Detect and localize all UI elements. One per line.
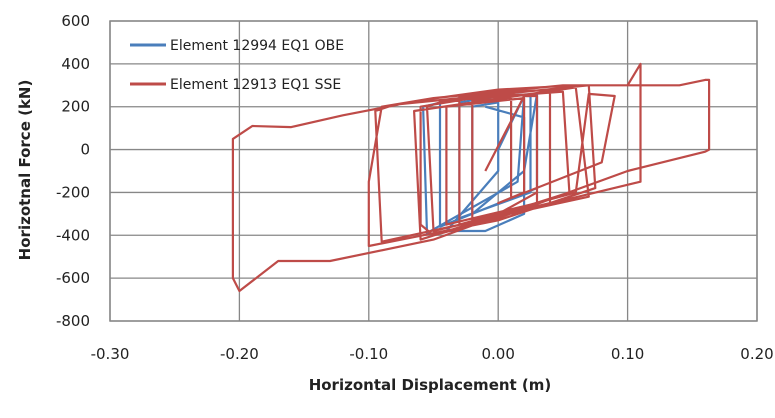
y-axis-label: Horizotnal Force (kN) (16, 80, 34, 261)
legend-label-sse: Element 12913 EQ1 SSE (170, 77, 341, 93)
x-tick-label: -0.30 (91, 345, 130, 363)
y-tick-labels: -800 -600 -400 -200 0 200 400 600 (56, 12, 90, 330)
y-tick-label: -400 (56, 226, 90, 244)
legend: Element 12994 EQ1 OBE Element 12913 EQ1 … (130, 38, 344, 93)
y-tick-label: 200 (61, 98, 90, 116)
x-tick-label: 0.10 (611, 345, 644, 363)
y-tick-label: 600 (61, 12, 90, 30)
x-tick-label: 0.00 (481, 345, 514, 363)
plot-frame (109, 20, 758, 322)
x-tick-label: 0.20 (740, 345, 773, 363)
series-lines (231, 62, 711, 293)
y-tick-label: 400 (61, 55, 90, 73)
y-tick-label: 0 (80, 141, 90, 159)
legend-label-obe: Element 12994 EQ1 OBE (170, 38, 344, 54)
x-tick-label: -0.10 (349, 345, 388, 363)
x-axis-label: Horizontal Displacement (m) (309, 376, 552, 394)
y-tick-label: -200 (56, 183, 90, 201)
y-tick-label: -600 (56, 269, 90, 287)
series-line-1 (231, 62, 711, 293)
grid-lines (109, 20, 758, 322)
y-tick-label: -800 (56, 312, 90, 330)
x-tick-label: -0.20 (220, 345, 259, 363)
x-tick-labels: -0.30 -0.20 -0.10 0.00 0.10 0.20 (91, 345, 774, 363)
